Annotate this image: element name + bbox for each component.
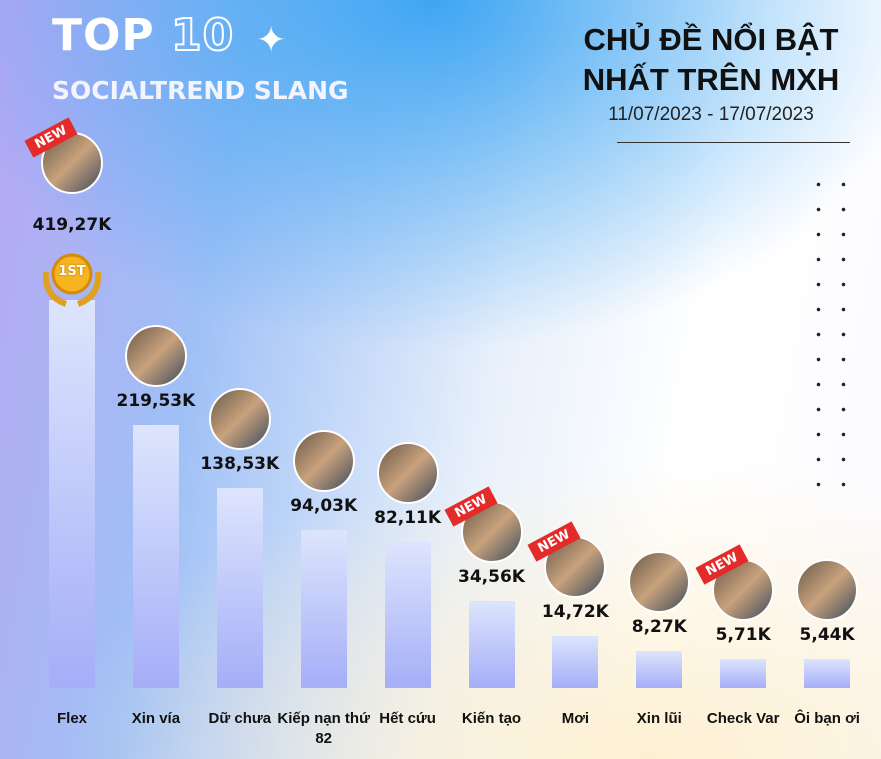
topic-avatar — [124, 324, 187, 387]
category-label: Xin lũi — [636, 710, 682, 727]
bar — [636, 651, 683, 688]
data-label: 8,27K — [631, 617, 687, 638]
category-label: Mơi — [561, 710, 590, 727]
dot-pattern — [806, 172, 866, 492]
divider — [617, 142, 850, 143]
data-label: 219,53K — [116, 390, 196, 411]
category-label: Kiến tạo — [461, 710, 522, 727]
category-label: Check Var — [706, 710, 780, 727]
category-label: Kiếp nạn thứ 82 — [277, 710, 370, 747]
data-label: 5,44K — [799, 625, 855, 646]
bar — [216, 488, 263, 688]
topic-avatar — [376, 442, 439, 505]
bar — [300, 529, 347, 688]
chart-title: CHỦ ĐỀ NỔI BẬT NHẤT TRÊN MXH — [571, 20, 851, 100]
bar — [552, 635, 599, 688]
title-line2: NHẤT TRÊN MXH — [582, 62, 840, 97]
subtitle: SOCIALTREND SLANG — [52, 76, 349, 105]
data-label: 94,03K — [290, 495, 358, 516]
title-line1: CHỦ ĐỀ NỔI BẬT — [583, 22, 839, 57]
category-label: Flex — [56, 710, 87, 727]
sparkle-icon: ✦ — [256, 20, 287, 61]
bar — [132, 424, 179, 688]
title-ten: 10 — [170, 9, 235, 62]
bar — [804, 659, 851, 688]
data-label: 14,72K — [541, 601, 609, 622]
data-label: 419,27K — [32, 215, 112, 235]
date-range: 11/07/2023 - 17/07/2023 — [608, 104, 814, 125]
bar — [720, 658, 767, 688]
data-label: 5,71K — [715, 624, 771, 645]
bar — [468, 601, 515, 688]
category-label: Hết cứu — [379, 710, 436, 727]
topic-avatar — [796, 559, 859, 622]
category-label: Dữ chưa — [208, 710, 272, 727]
data-label: 138,53K — [200, 454, 280, 475]
category-label: Xin vía — [131, 710, 181, 727]
medal-rank-text: 1ST — [58, 264, 86, 279]
data-label: 34,56K — [458, 567, 525, 588]
title-top10: TOP 10 — [52, 9, 235, 62]
medal-icon: 1ST — [40, 252, 104, 308]
bar — [49, 300, 95, 688]
category-label: Ôi bạn ơi — [794, 710, 860, 727]
topic-avatar — [292, 429, 355, 492]
title-top: TOP — [52, 10, 155, 61]
data-label: 82,11K — [374, 508, 442, 529]
topic-avatar — [208, 388, 271, 451]
bar — [384, 542, 431, 688]
topic-avatar — [628, 551, 691, 614]
